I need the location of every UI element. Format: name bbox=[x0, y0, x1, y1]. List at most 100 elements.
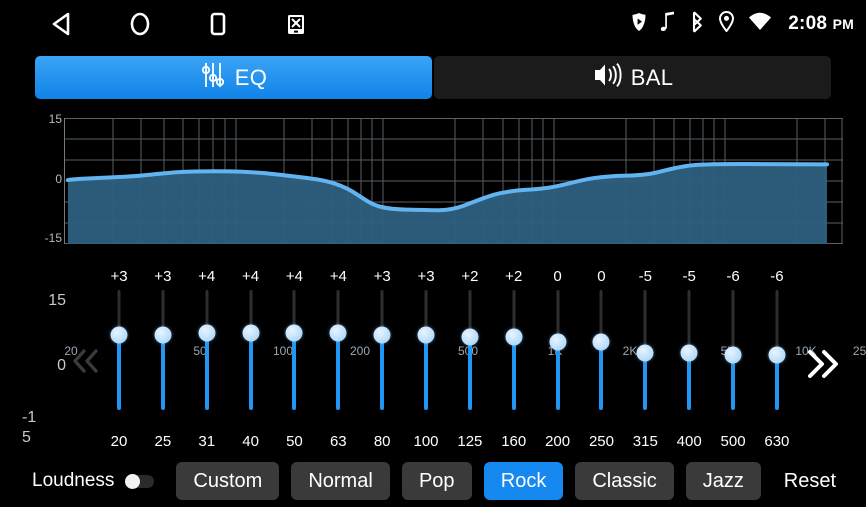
eq-band-frequency: 25 bbox=[154, 433, 172, 450]
eq-band-315[interactable]: -5 315 bbox=[630, 268, 660, 450]
graph-y-label-mid: 0 bbox=[55, 172, 62, 186]
eq-band-thumb[interactable] bbox=[417, 326, 435, 344]
clock-ampm: PM bbox=[832, 16, 854, 32]
eq-band-value: +2 bbox=[461, 268, 479, 285]
double-chevron-left-icon[interactable] bbox=[68, 346, 102, 376]
eq-band-thumb[interactable] bbox=[592, 333, 610, 351]
graph-curve bbox=[66, 162, 829, 213]
eq-band-value: -5 bbox=[682, 268, 696, 285]
preset-jazz[interactable]: Jazz bbox=[685, 462, 761, 500]
eq-band-value: 0 bbox=[597, 268, 606, 285]
eq-band-thumb[interactable] bbox=[154, 326, 172, 344]
slider-row: +3 20 +3 25 +4 31 +4 40 +4 50 +4 63 +3 80 +3 100 +2 125 +2… bbox=[104, 268, 792, 450]
eq-band-200[interactable]: 0 200 bbox=[543, 268, 573, 450]
eq-band-31[interactable]: +4 31 bbox=[192, 268, 222, 450]
eq-band-25[interactable]: +3 25 bbox=[148, 268, 178, 450]
eq-band-frequency: 20 bbox=[110, 433, 128, 450]
eq-band-250[interactable]: 0 250 bbox=[586, 268, 616, 450]
graph-x-label-6: 2K bbox=[622, 344, 638, 358]
preset-normal[interactable]: Normal bbox=[291, 462, 390, 500]
preset-classic[interactable]: Classic bbox=[575, 462, 674, 500]
eq-band-160[interactable]: +2 160 bbox=[499, 268, 529, 450]
system-status-icons: 2:08 PM bbox=[631, 0, 854, 48]
eq-band-thumb[interactable] bbox=[110, 326, 128, 344]
speaker-waves-icon bbox=[592, 62, 622, 94]
eq-band-fill bbox=[292, 332, 297, 410]
eq-slider-bank: 15 0 -1 5 +3 20 +3 25 +4 31 +4 40 +4 50 +4 63 +3 80 +3… bbox=[0, 268, 866, 450]
eq-band-thumb[interactable] bbox=[242, 324, 260, 342]
graph-x-label-9: 25K bbox=[852, 344, 866, 358]
preset-custom[interactable]: Custom bbox=[176, 462, 280, 500]
graph-y-axis: 15 0 -15 bbox=[30, 110, 62, 258]
wifi-icon bbox=[748, 12, 772, 37]
eq-band-630[interactable]: -6 630 bbox=[762, 268, 792, 450]
screen-off-icon[interactable] bbox=[282, 10, 310, 38]
clock-time: 2:08 bbox=[788, 13, 828, 34]
eq-band-frequency: 250 bbox=[588, 433, 614, 450]
eq-band-thumb[interactable] bbox=[549, 333, 567, 351]
eq-band-value: -5 bbox=[638, 268, 652, 285]
eq-band-500[interactable]: -6 500 bbox=[718, 268, 748, 450]
home-circle-icon[interactable] bbox=[126, 10, 154, 38]
eq-band-frequency: 31 bbox=[198, 433, 216, 450]
eq-band-50[interactable]: +4 50 bbox=[279, 268, 309, 450]
tab-bal[interactable]: BAL bbox=[434, 56, 831, 99]
reset-button[interactable]: Reset bbox=[783, 469, 836, 492]
eq-band-63[interactable]: +4 63 bbox=[323, 268, 353, 450]
eq-band-value: +2 bbox=[505, 268, 523, 285]
eq-band-thumb[interactable] bbox=[285, 324, 303, 342]
eq-band-frequency: 63 bbox=[329, 433, 347, 450]
eq-band-100[interactable]: +3 100 bbox=[411, 268, 441, 450]
eq-band-fill bbox=[687, 352, 692, 410]
tab-eq[interactable]: EQ bbox=[35, 56, 432, 99]
eq-band-thumb[interactable] bbox=[198, 324, 216, 342]
preset-rock[interactable]: Rock bbox=[483, 462, 564, 500]
eq-band-400[interactable]: -5 400 bbox=[674, 268, 704, 450]
graph-x-label-0: 20 bbox=[64, 344, 78, 358]
eq-band-125[interactable]: +2 125 bbox=[455, 268, 485, 450]
preset-pop[interactable]: Pop bbox=[401, 462, 472, 500]
clock: 2:08 PM bbox=[788, 13, 854, 35]
double-chevron-right-icon[interactable] bbox=[800, 346, 840, 382]
eq-band-value: +4 bbox=[329, 268, 347, 285]
eq-band-thumb[interactable] bbox=[768, 346, 786, 364]
graph-svg bbox=[65, 118, 843, 244]
bottom-bar: Loudness Custom Normal Pop Rock Classic Jazz … bbox=[0, 455, 866, 507]
eq-band-thumb[interactable] bbox=[636, 344, 654, 362]
eq-band-thumb[interactable] bbox=[461, 328, 479, 346]
eq-band-fill bbox=[467, 337, 472, 410]
bank-y-label-min-2: 5 bbox=[22, 429, 31, 446]
eq-band-frequency: 500 bbox=[720, 433, 746, 450]
status-bar: 2:08 PM bbox=[0, 0, 866, 48]
eq-band-thumb[interactable] bbox=[724, 346, 742, 364]
graph-fill bbox=[68, 164, 827, 244]
eq-band-frequency: 80 bbox=[373, 433, 391, 450]
eq-band-fill bbox=[511, 337, 516, 410]
eq-band-20[interactable]: +3 20 bbox=[104, 268, 134, 450]
eq-band-thumb[interactable] bbox=[329, 324, 347, 342]
eq-band-value: +4 bbox=[285, 268, 303, 285]
bank-y-axis: 15 0 -1 5 bbox=[22, 268, 66, 450]
shield-icon bbox=[631, 12, 647, 37]
loudness-toggle-knob bbox=[125, 473, 141, 489]
back-triangle-icon[interactable] bbox=[48, 10, 76, 38]
eq-band-value: +4 bbox=[198, 268, 216, 285]
eq-band-fill bbox=[774, 355, 779, 410]
eq-band-value: +3 bbox=[373, 268, 391, 285]
eq-band-thumb[interactable] bbox=[505, 328, 523, 346]
eq-band-fill bbox=[117, 334, 121, 410]
eq-band-value: +3 bbox=[417, 268, 435, 285]
eq-band-fill bbox=[643, 352, 648, 410]
graph-y-label-bottom: -15 bbox=[44, 231, 62, 245]
graph-y-label-top: 15 bbox=[48, 112, 62, 126]
eq-band-thumb[interactable] bbox=[680, 344, 698, 362]
mode-tabs: EQ BAL bbox=[35, 56, 831, 99]
eq-band-80[interactable]: +3 80 bbox=[367, 268, 397, 450]
recents-square-icon[interactable] bbox=[204, 10, 232, 38]
loudness-toggle[interactable] bbox=[125, 473, 155, 489]
eq-band-thumb[interactable] bbox=[373, 326, 391, 344]
eq-band-40[interactable]: +4 40 bbox=[236, 268, 266, 450]
bank-y-label-max: 15 bbox=[48, 292, 66, 309]
graph-x-label-3: 200 bbox=[349, 344, 371, 358]
